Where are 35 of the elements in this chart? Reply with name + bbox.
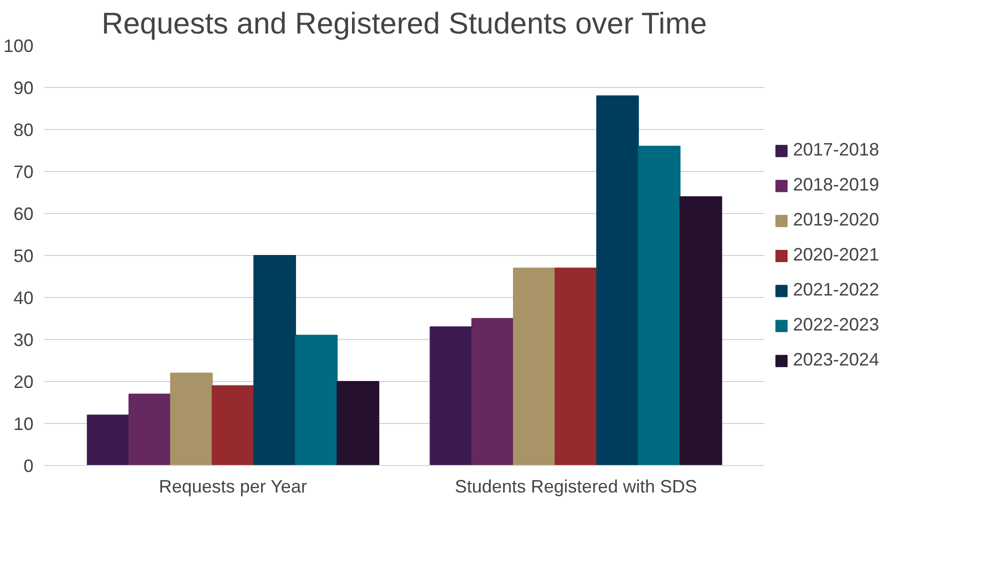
- legend-label: 2020-2021: [793, 244, 880, 266]
- y-tick-label: 20: [13, 372, 34, 392]
- bar: [638, 146, 681, 466]
- bar: [212, 385, 254, 466]
- legend-label: 2019-2020: [793, 210, 880, 230]
- y-tick-label: 0: [23, 456, 34, 476]
- y-tick-label: 60: [13, 204, 34, 224]
- bar: [336, 381, 380, 466]
- x-tick-label: Requests per Year: [158, 476, 307, 496]
- y-tick-label: 40: [13, 288, 34, 308]
- chart-title: Requests and Registered Students over Time: [102, 8, 707, 40]
- y-tick-label: 70: [13, 162, 34, 182]
- y-tick-label: 100: [3, 36, 34, 56]
- bar: [554, 268, 598, 466]
- y-tick-label: 50: [13, 246, 34, 266]
- bar: [680, 196, 722, 466]
- bar: [512, 268, 556, 466]
- legend-label: 2017-2018: [793, 140, 880, 160]
- legend-label: 2018-2019: [793, 174, 880, 196]
- legend-label: 2022-2023: [793, 314, 880, 336]
- x-tick-label: Students Registered with SDS: [454, 476, 697, 496]
- bar: [430, 326, 472, 466]
- y-tick-label: 30: [13, 330, 34, 350]
- bar: [471, 318, 514, 466]
- bar: [170, 372, 213, 466]
- bar: [253, 255, 296, 466]
- bar: [86, 414, 130, 466]
- bar: [295, 334, 338, 466]
- bar: [128, 394, 172, 466]
- legend-label: 2021-2022: [793, 280, 880, 300]
- bar: [596, 95, 639, 466]
- y-tick-label: 10: [13, 414, 34, 434]
- legend-label: 2023-2024: [793, 350, 880, 370]
- y-tick-label: 80: [13, 120, 34, 140]
- y-tick-label: 90: [13, 78, 34, 98]
